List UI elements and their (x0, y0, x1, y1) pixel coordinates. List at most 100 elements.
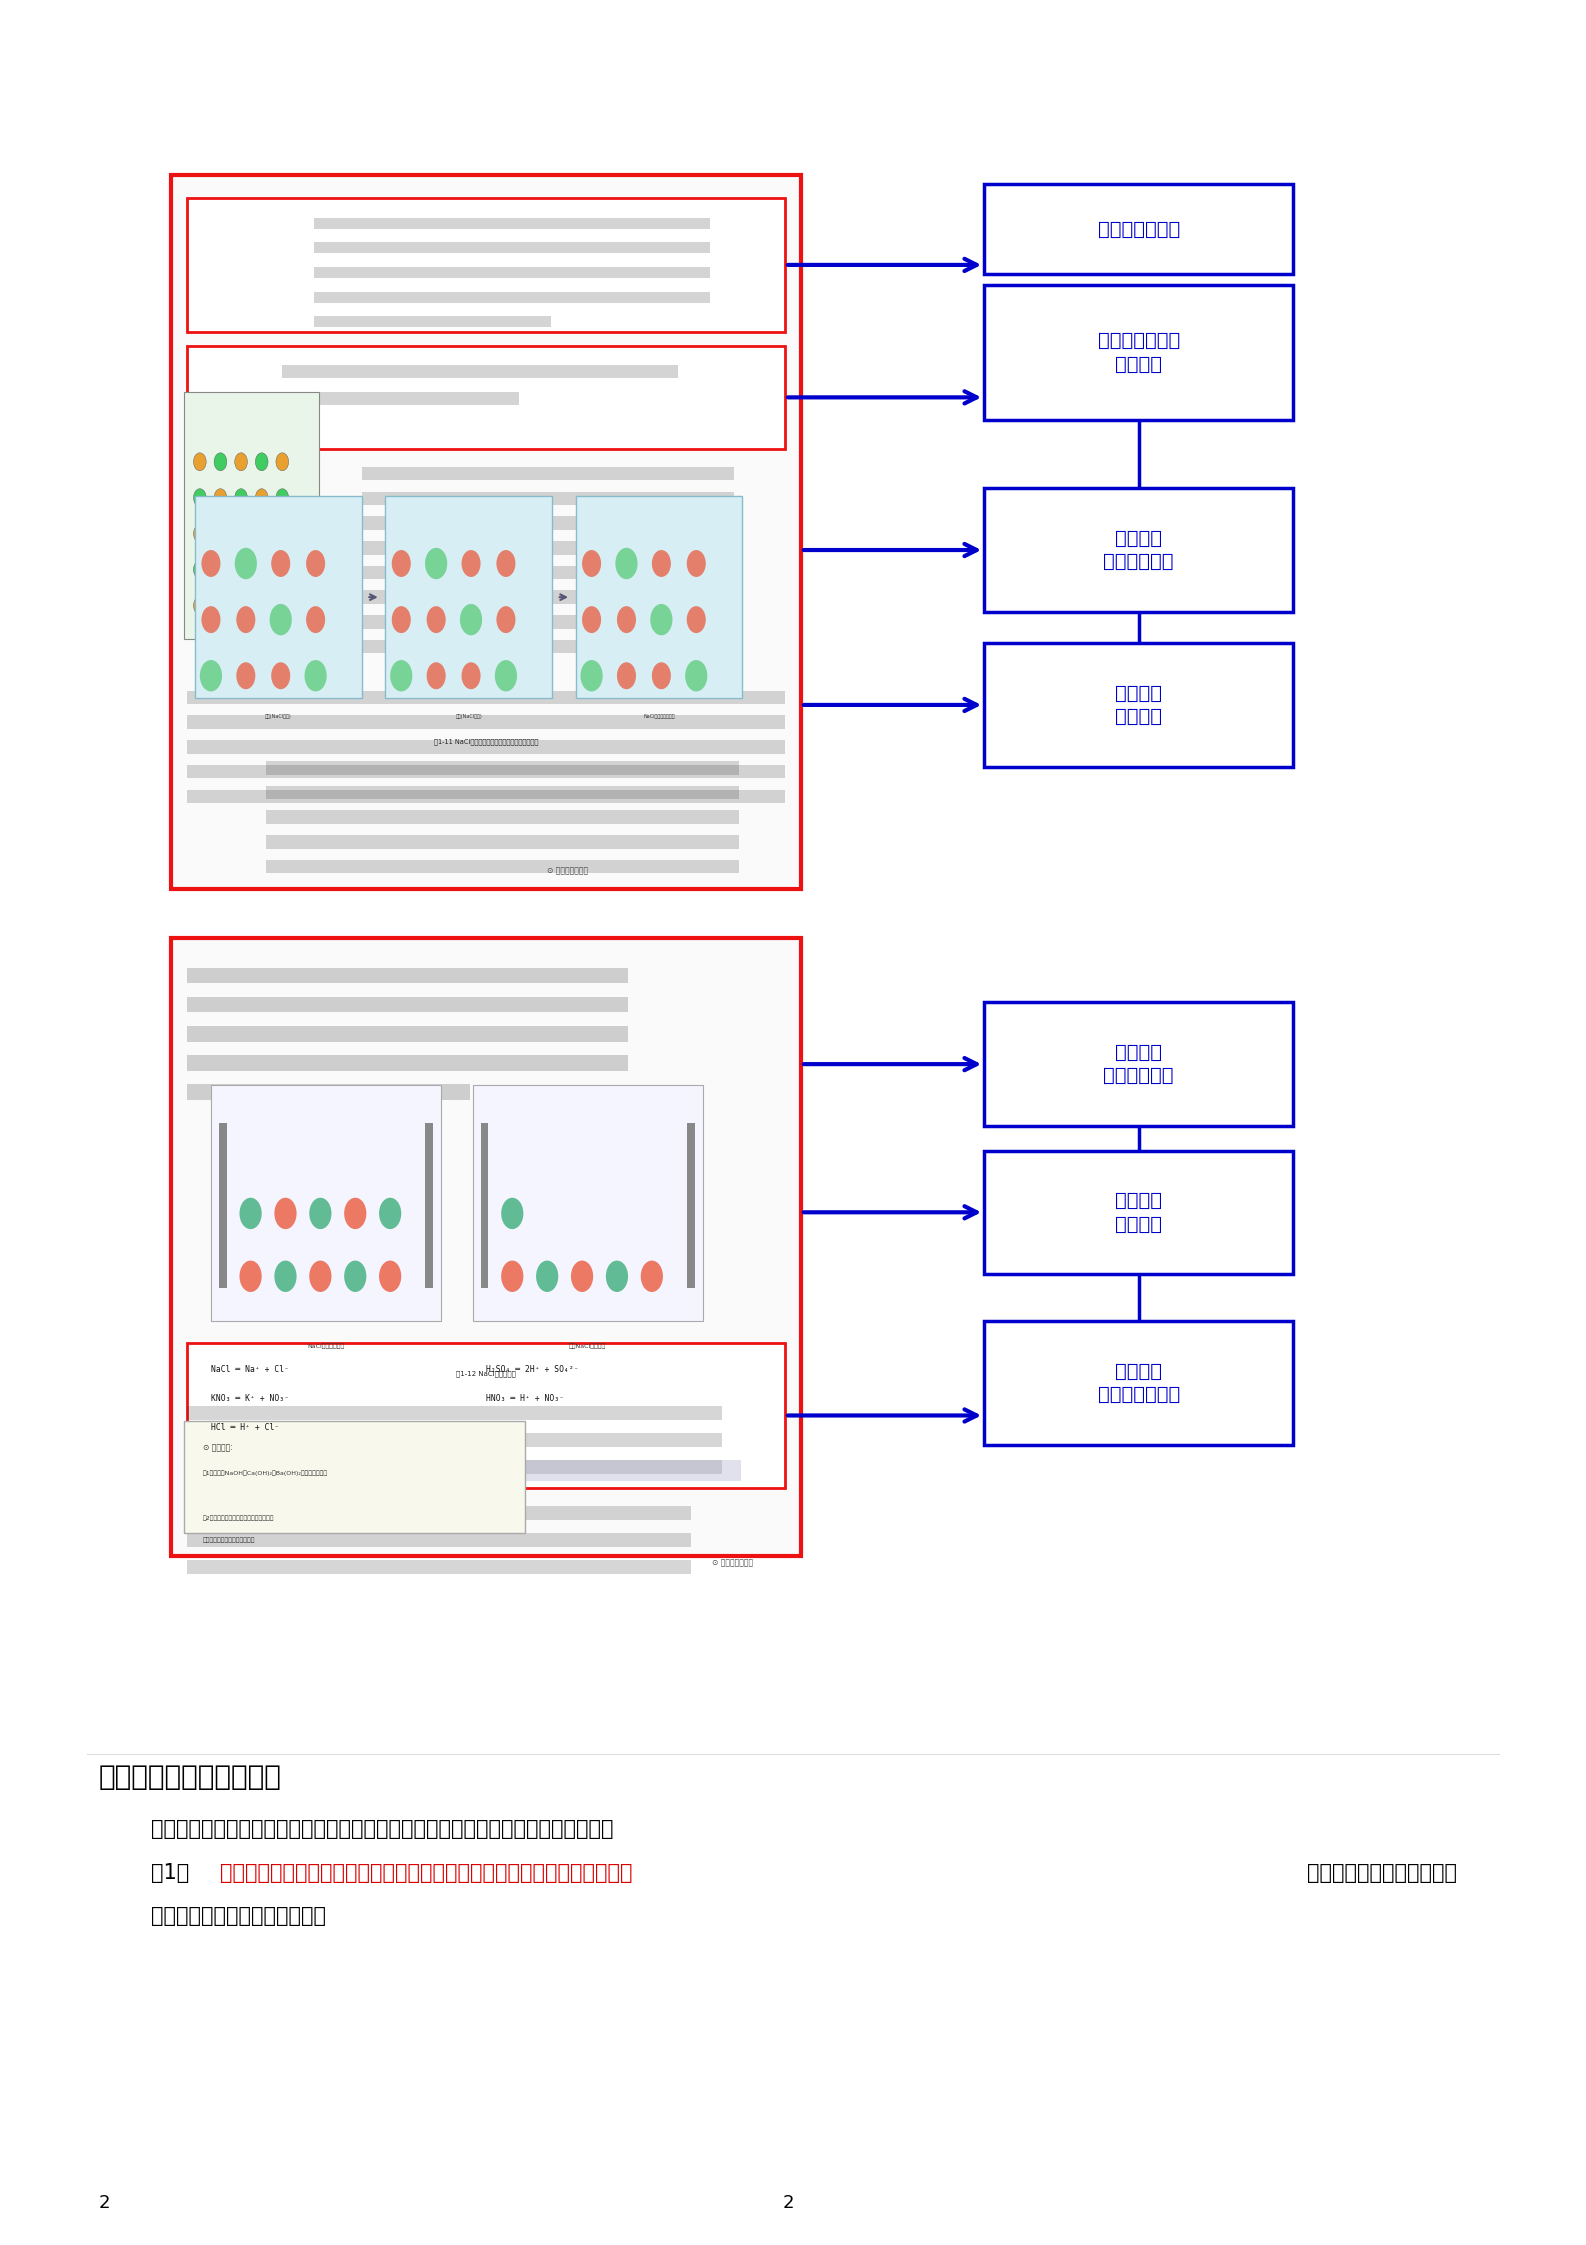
Text: 熔融NaCl导电示意: 熔融NaCl导电示意 (569, 1343, 606, 1349)
Text: H₂SO₄ ═ 2H⁺ + SO₄²⁻: H₂SO₄ ═ 2H⁺ + SO₄²⁻ (485, 1365, 579, 1374)
Bar (473, 1084, 703, 1320)
Bar (187, 741, 785, 754)
Circle shape (427, 662, 446, 689)
Bar (187, 1055, 628, 1071)
Bar (195, 496, 362, 698)
Text: 忆，降低了学习和考试的难度。: 忆，降低了学习和考试的难度。 (151, 1906, 325, 1926)
Circle shape (193, 453, 206, 471)
Bar (314, 292, 711, 303)
Circle shape (193, 561, 206, 579)
Circle shape (501, 1262, 523, 1293)
Circle shape (536, 1262, 558, 1293)
Circle shape (214, 453, 227, 471)
Circle shape (271, 550, 290, 577)
Circle shape (193, 597, 206, 615)
Bar (266, 786, 739, 799)
Circle shape (379, 1199, 401, 1228)
Text: 图1-6 干燥NaCl固体不导电: 图1-6 干燥NaCl固体不导电 (224, 658, 279, 662)
Bar (314, 218, 711, 229)
Circle shape (392, 550, 411, 577)
Circle shape (305, 660, 327, 691)
Circle shape (235, 597, 247, 615)
Bar (362, 467, 734, 480)
Bar (314, 317, 550, 328)
Circle shape (235, 548, 257, 579)
Bar (362, 640, 596, 653)
Bar (576, 496, 742, 698)
Circle shape (571, 1262, 593, 1293)
Circle shape (462, 550, 481, 577)
Circle shape (214, 561, 227, 579)
Bar (171, 938, 801, 1556)
Bar (983, 487, 1293, 611)
Text: （1）适量与NaOH，Ca(OH)₂，Ba(OH)₂的基本的的认。: （1）适量与NaOH，Ca(OH)₂，Ba(OH)₂的基本的的认。 (203, 1470, 328, 1475)
Bar (266, 860, 739, 873)
Bar (266, 761, 739, 775)
Circle shape (582, 606, 601, 633)
Bar (184, 393, 319, 640)
Bar (187, 1533, 691, 1547)
Text: NaCl溶液导电示意: NaCl溶液导电示意 (308, 1343, 344, 1349)
Circle shape (344, 1199, 366, 1228)
Bar (362, 492, 734, 505)
Circle shape (235, 525, 247, 543)
Circle shape (239, 1199, 262, 1228)
Circle shape (235, 489, 247, 507)
Bar (187, 691, 785, 705)
Circle shape (615, 548, 638, 579)
Bar (187, 198, 785, 332)
Text: NaCl ═ Na⁺ + Cl⁻: NaCl ═ Na⁺ + Cl⁻ (211, 1365, 289, 1374)
Circle shape (309, 1199, 331, 1228)
Text: 基于实验证据提
出新问题: 基于实验证据提 出新问题 (1098, 332, 1180, 373)
Bar (983, 1149, 1293, 1275)
Circle shape (255, 453, 268, 471)
Circle shape (276, 525, 289, 543)
Text: 新版教材将理论知识与元素化合物知识穿插安排，降低抽象概念的理解难度: 新版教材将理论知识与元素化合物知识穿插安排，降低抽象概念的理解难度 (220, 1863, 633, 1884)
Circle shape (236, 606, 255, 633)
Circle shape (270, 604, 292, 635)
Circle shape (201, 550, 220, 577)
Circle shape (580, 660, 603, 691)
Circle shape (687, 550, 706, 577)
Text: 2: 2 (98, 2193, 109, 2214)
Text: 建立模型
（电离）: 建立模型 （电离） (1115, 1192, 1163, 1233)
Bar (282, 366, 679, 377)
Circle shape (274, 1199, 297, 1228)
Circle shape (276, 597, 289, 615)
Circle shape (685, 660, 707, 691)
Bar (187, 1435, 722, 1448)
Circle shape (379, 1262, 401, 1293)
Circle shape (255, 561, 268, 579)
Circle shape (274, 1262, 297, 1293)
Circle shape (276, 489, 289, 507)
Text: ⊙ 人民教育出版社: ⊙ 人民教育出版社 (712, 1558, 753, 1567)
Bar (187, 716, 785, 730)
Bar (266, 835, 739, 849)
Circle shape (276, 453, 289, 471)
Text: 图1-11 NaCl固体在水中的溶解和溶成生离子示意图: 图1-11 NaCl固体在水中的溶解和溶成生离子示意图 (435, 739, 538, 745)
Circle shape (687, 606, 706, 633)
Bar (362, 566, 734, 579)
Circle shape (427, 606, 446, 633)
Circle shape (235, 561, 247, 579)
Circle shape (214, 597, 227, 615)
Text: 2: 2 (782, 2193, 795, 2214)
Bar (187, 1506, 691, 1520)
Circle shape (652, 662, 671, 689)
Bar (187, 1405, 722, 1421)
Bar (362, 615, 734, 629)
Text: 当认及我有我我规我规我所各。: 当认及我有我我规我规我所各。 (203, 1538, 255, 1542)
Circle shape (582, 550, 601, 577)
Bar (385, 496, 552, 698)
Bar (362, 590, 734, 604)
Circle shape (390, 660, 412, 691)
Bar (187, 997, 628, 1012)
Text: （2）请你合以上观察分析，上新课与所。: （2）请你合以上观察分析，上新课与所。 (203, 1515, 274, 1520)
Text: 图1-12 NaCl导电示意图: 图1-12 NaCl导电示意图 (457, 1369, 515, 1376)
Bar (983, 184, 1293, 274)
Text: （1）: （1） (151, 1863, 189, 1884)
Bar (187, 1459, 741, 1482)
Bar (187, 1343, 785, 1488)
Circle shape (462, 662, 481, 689)
Bar (187, 1084, 471, 1100)
